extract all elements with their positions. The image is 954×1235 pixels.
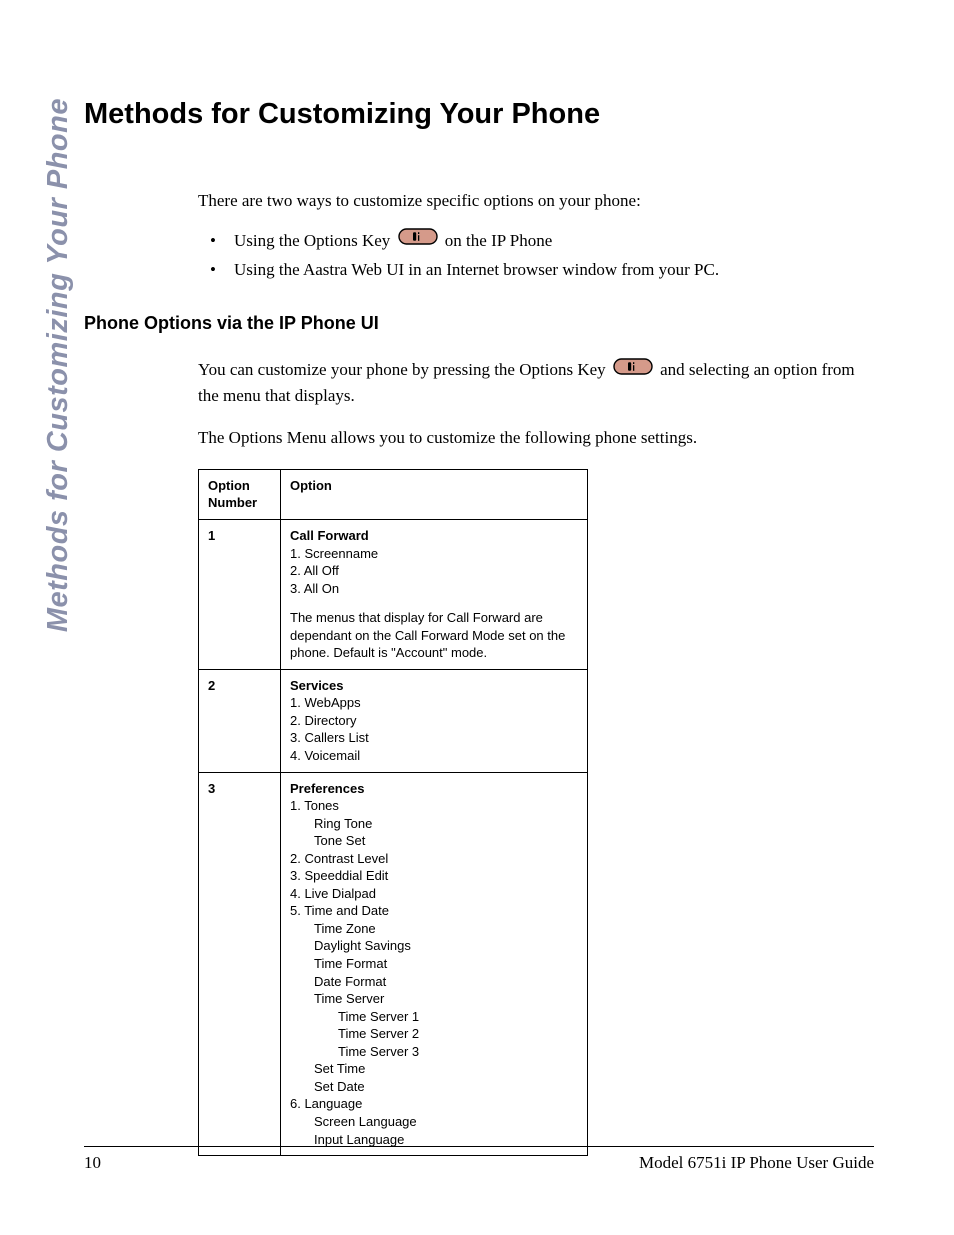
bullet-1-pre: Using the Options Key bbox=[234, 231, 395, 250]
option-cell: Call Forward1. Screenname2. All Off3. Al… bbox=[281, 520, 588, 670]
col-header-number: Option Number bbox=[199, 469, 281, 519]
sidebar-section-title: Methods for Customizing Your Phone bbox=[42, 98, 75, 632]
table-row: 3Preferences1. TonesRing ToneTone Set2. … bbox=[199, 772, 588, 1155]
bullet-web-ui: Using the Aastra Web UI in an Internet b… bbox=[210, 256, 860, 285]
para-customize: You can customize your phone by pressing… bbox=[198, 358, 860, 408]
page-number: 10 bbox=[84, 1153, 101, 1173]
subheading-phone-options: Phone Options via the IP Phone UI bbox=[84, 313, 894, 334]
bullet-1-post: on the IP Phone bbox=[441, 231, 553, 250]
para1-pre: You can customize your phone by pressing… bbox=[198, 360, 610, 379]
table-header-row: Option Number Option bbox=[199, 469, 588, 519]
option-cell: Preferences1. TonesRing ToneTone Set2. C… bbox=[281, 772, 588, 1155]
option-cell: Services1. WebApps2. Directory3. Callers… bbox=[281, 669, 588, 772]
main-content: Methods for Customizing Your Phone There… bbox=[84, 98, 894, 1156]
options-key-icon bbox=[613, 358, 653, 383]
col-header-option: Option bbox=[281, 469, 588, 519]
options-table: Option Number Option 1Call Forward1. Scr… bbox=[198, 469, 588, 1156]
page-footer: 10 Model 6751i IP Phone User Guide bbox=[84, 1146, 874, 1173]
options-key-icon bbox=[398, 226, 438, 255]
option-number-cell: 3 bbox=[199, 772, 281, 1155]
table-row: 1Call Forward1. Screenname2. All Off3. A… bbox=[199, 520, 588, 670]
table-row: 2Services1. WebApps2. Directory3. Caller… bbox=[199, 669, 588, 772]
option-number-cell: 1 bbox=[199, 520, 281, 670]
intro-text: There are two ways to customize specific… bbox=[198, 189, 860, 213]
page-heading: Methods for Customizing Your Phone bbox=[84, 98, 894, 131]
bullet-options-key: Using the Options Key on the IP Phone bbox=[210, 227, 860, 257]
para-options-menu: The Options Menu allows you to customize… bbox=[198, 426, 860, 451]
doc-title: Model 6751i IP Phone User Guide bbox=[639, 1153, 874, 1173]
option-number-cell: 2 bbox=[199, 669, 281, 772]
intro-bullets: Using the Options Key on the IP Phone Us… bbox=[198, 227, 860, 285]
